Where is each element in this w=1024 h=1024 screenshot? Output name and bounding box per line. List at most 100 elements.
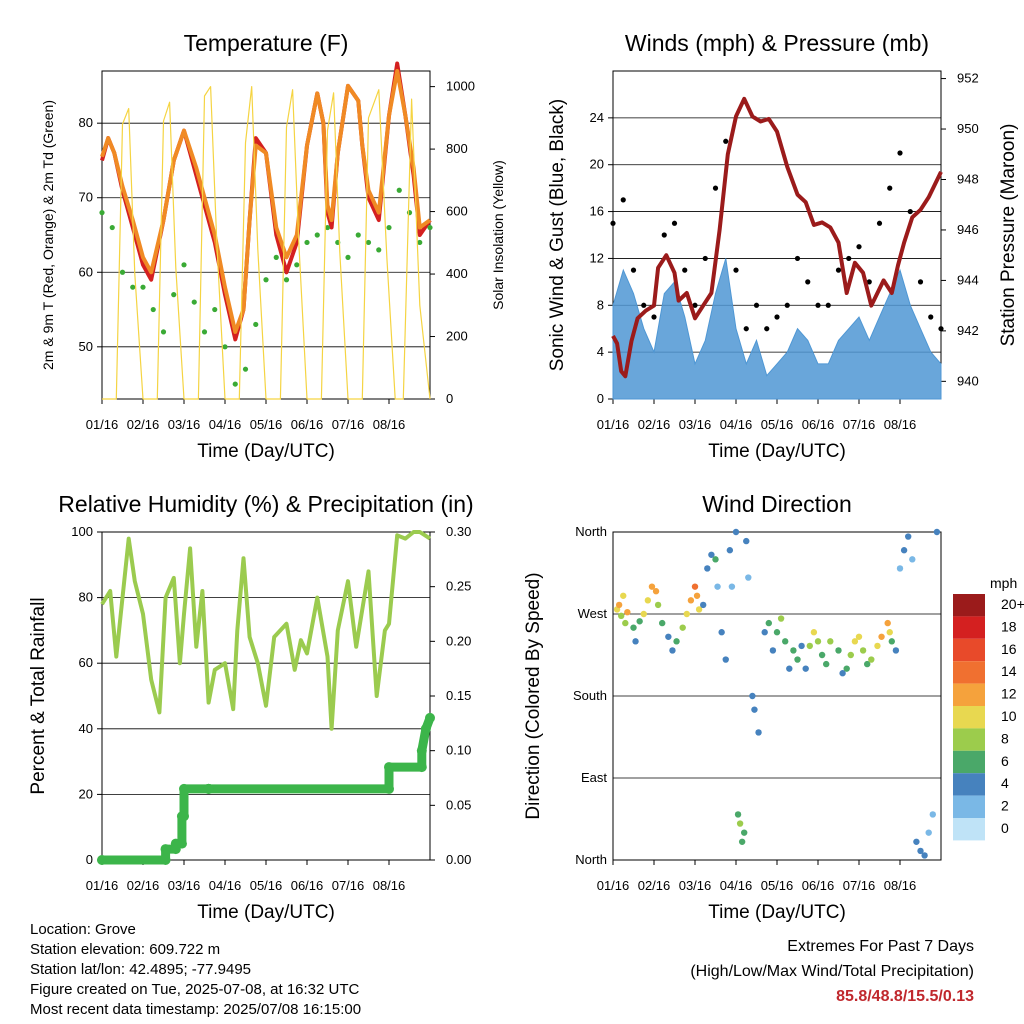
data-point	[636, 618, 643, 625]
x-tick-label: 02/16	[127, 417, 160, 432]
data-point	[273, 254, 279, 260]
y-tick-label: 20	[79, 786, 93, 801]
data-point	[242, 366, 249, 372]
data-point	[687, 597, 695, 604]
data-point	[773, 629, 781, 636]
data-point	[896, 565, 904, 572]
legend-swatch	[953, 818, 985, 841]
y-axis-label: 2m & 9m T (Red, Orange) & 2m Td (Green)	[40, 100, 56, 370]
data-point	[839, 670, 846, 677]
data-point	[160, 329, 167, 335]
legend-label: 2	[1001, 798, 1009, 814]
data-point	[651, 314, 657, 320]
data-point	[794, 255, 801, 262]
y-tick-label: 8	[597, 297, 604, 312]
x-tick-label: 03/16	[168, 417, 201, 432]
legend-label: 16	[1001, 641, 1017, 657]
y-tick-label: 60	[79, 264, 93, 279]
data-point	[856, 244, 862, 250]
figure-created: Figure created on Tue, 2025-07-08, at 16…	[30, 981, 360, 998]
data-point	[212, 306, 218, 313]
data-point	[160, 855, 171, 865]
data-point	[355, 232, 361, 238]
data-point	[109, 224, 115, 231]
data-point	[728, 583, 736, 590]
y2-tick-label: 800	[446, 141, 468, 156]
y2-tick-label: 0.15	[446, 688, 471, 703]
data-point	[751, 706, 758, 713]
data-point	[693, 592, 701, 599]
y2-tick-label: 940	[957, 373, 979, 388]
x-tick-label: 07/16	[332, 878, 365, 893]
data-point	[682, 267, 688, 273]
x-axis-label: Time (Day/UTC)	[708, 902, 846, 923]
legend-swatch	[953, 594, 985, 617]
data-point	[921, 852, 928, 859]
y2-tick-label: 0.20	[446, 633, 471, 648]
x-tick-label: 03/16	[679, 878, 712, 893]
data-point	[913, 838, 920, 845]
data-point	[630, 624, 637, 631]
y2-tick-label: 946	[957, 222, 979, 237]
data-point	[864, 660, 871, 668]
data-point	[888, 638, 895, 645]
data-point	[733, 267, 739, 273]
y2-tick-label: 942	[957, 323, 979, 338]
x-tick-label: 08/16	[884, 878, 917, 893]
data-point	[753, 302, 760, 308]
legend-swatch	[953, 795, 985, 818]
data-point	[815, 302, 821, 308]
y2-tick-label: 948	[957, 171, 979, 186]
data-point	[734, 811, 742, 818]
y2-tick-label: 944	[957, 272, 979, 287]
data-point	[917, 847, 924, 855]
data-point	[769, 647, 777, 654]
legend-title: mph	[990, 575, 1017, 591]
humidity-precipitation-chart: 0 20 40 60 80 100 0.00 0.05 0.10 0.15 0.20 0.25 0.30…	[28, 491, 474, 923]
legend-label: 8	[1001, 730, 1009, 746]
y-tick-label: 50	[79, 339, 93, 354]
data-point	[648, 583, 656, 590]
data-point	[884, 619, 891, 627]
data-point	[661, 232, 667, 238]
data-point	[659, 619, 666, 627]
data-point	[777, 615, 785, 622]
y-tick-label: 12	[590, 250, 604, 265]
data-point	[755, 729, 762, 736]
chart-title: Temperature (F)	[184, 30, 349, 56]
legend-label: 0	[1001, 820, 1009, 836]
data-point	[933, 528, 941, 536]
data-point	[97, 855, 107, 865]
y2-tick-label: 0.05	[446, 797, 471, 812]
extremes-values: 85.8/48.8/15.5/0.13	[836, 988, 974, 1005]
y2-tick-label: 200	[446, 329, 468, 344]
data-point	[723, 138, 729, 144]
x-tick-label: 03/16	[168, 878, 201, 893]
x-axis-label: Time (Day/UTC)	[708, 441, 846, 462]
y-tick-label: 0	[86, 852, 93, 867]
x-tick-label: 01/16	[86, 878, 119, 893]
data-point	[782, 638, 789, 645]
y-tick-label: South	[573, 688, 607, 703]
legend-label: 6	[1001, 753, 1009, 769]
y-tick-label: East	[581, 770, 607, 785]
data-point	[835, 647, 842, 654]
y-tick-label: 80	[79, 115, 93, 130]
legend-swatch	[953, 750, 985, 774]
x-tick-label: 06/16	[802, 417, 835, 432]
data-point	[624, 608, 631, 616]
data-point	[938, 326, 944, 332]
data-point	[673, 638, 680, 645]
data-point	[917, 279, 924, 285]
data-point	[324, 224, 331, 231]
x-axis-label: Time (Day/UTC)	[197, 902, 335, 923]
data-point	[855, 633, 863, 640]
y2-tick-label: 0	[446, 391, 453, 406]
data-point	[907, 208, 913, 215]
y-axis-label: Sonic Wind & Gust (Blue, Black)	[547, 99, 568, 371]
data-point	[417, 239, 423, 246]
data-point	[835, 267, 842, 273]
data-point	[722, 656, 729, 663]
data-point	[736, 820, 744, 827]
y2-tick-label: 400	[446, 266, 468, 281]
